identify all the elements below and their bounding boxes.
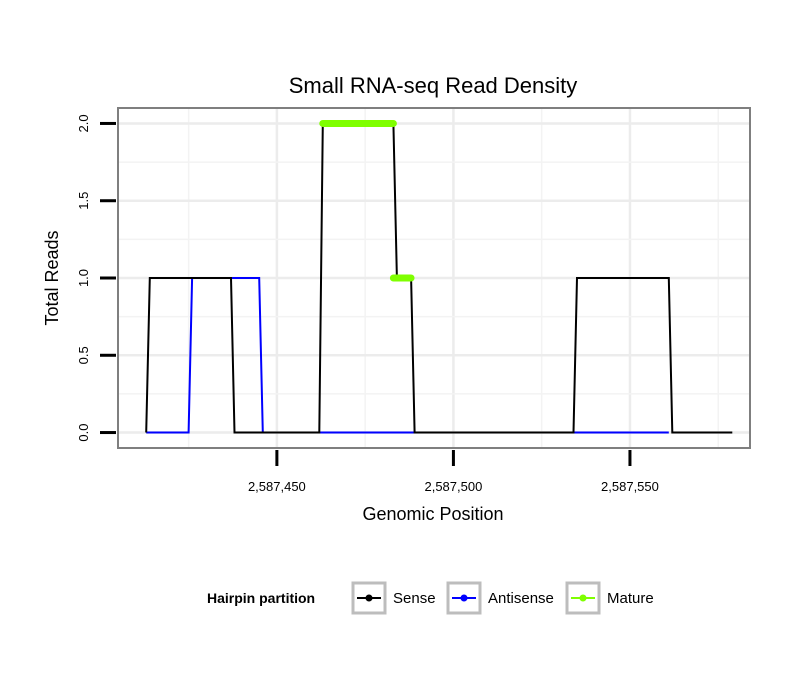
y-tick-label-4: 2.0 [76,114,91,132]
legend-label-antisense: Antisense [488,590,554,607]
legend-key-antisense-point [460,594,468,602]
series-layer [145,119,733,434]
y-tick-label-2: 1.0 [76,269,91,287]
y-axis: 0.0 0.5 1.0 1.5 2.0 [76,114,116,442]
legend: Hairpin partition Sense Antisense Mature [207,581,654,615]
legend-key-mature-box [565,581,601,615]
x-axis: 2,587,450 2,587,500 2,587,550 [248,450,659,494]
legend-key-sense-point [365,594,373,602]
x-tick-label-2: 2,587,550 [601,479,659,494]
y-tick-label-3: 1.5 [76,192,91,210]
y-axis-label: Total Reads [42,230,62,325]
legend-title: Hairpin partition [207,590,315,606]
x-tick-label-0: 2,587,450 [248,479,306,494]
series-line-antisense [146,277,669,434]
chart-title: Small RNA-seq Read Density [289,73,578,98]
legend-label-mature: Mature [607,590,654,607]
legend-key-mature-point [579,594,587,602]
y-tick-label-0: 0.0 [76,424,91,442]
x-tick-label-1: 2,587,500 [424,479,482,494]
plot-panel-border [117,107,751,449]
x-axis-label: Genomic Position [362,504,503,524]
y-tick-label-1: 0.5 [76,346,91,364]
legend-label-sense: Sense [393,590,436,607]
